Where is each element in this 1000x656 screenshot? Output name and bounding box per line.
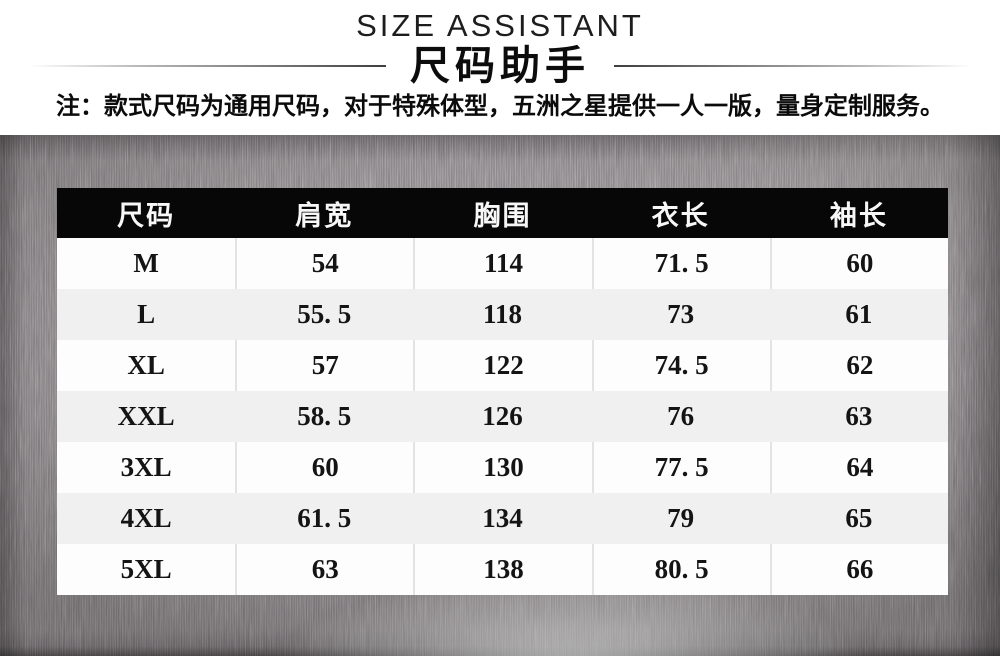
measurement-value: 79 <box>591 493 770 544</box>
left-divider-line <box>28 65 386 67</box>
size-table-head: 尺码 肩宽 胸围 衣长 袖长 <box>57 188 948 238</box>
measurement-value: 130 <box>413 442 592 493</box>
measurement-value: 138 <box>413 544 592 595</box>
brushed-metal-panel: 尺码 肩宽 胸围 衣长 袖长 M 54 114 71. 5 60 L 55. 5 118 73 61 XL 5… <box>0 135 1000 656</box>
column-header-3: 衣长 <box>591 188 770 238</box>
table-row: XXL 58. 5 126 76 63 <box>57 391 948 442</box>
measurement-value: 74. 5 <box>591 340 770 391</box>
measurement-value: 55. 5 <box>235 289 414 340</box>
measurement-value: 64 <box>769 442 948 493</box>
size-table: 尺码 肩宽 胸围 衣长 袖长 M 54 114 71. 5 60 L 55. 5 118 73 61 XL 5… <box>57 188 948 595</box>
measurement-value: 65 <box>769 493 948 544</box>
header-row: 尺码 肩宽 胸围 衣长 袖长 <box>57 188 948 238</box>
measurement-value: 61 <box>769 289 948 340</box>
measurement-value: 57 <box>235 340 414 391</box>
table-row: XL 57 122 74. 5 62 <box>57 340 948 391</box>
column-header-4: 袖长 <box>769 188 948 238</box>
title-chinese-row: 尺码助手 <box>0 44 1000 88</box>
header-section: SIZE ASSISTANT 尺码助手 注：款式尺码为通用尺码，对于特殊体型，五… <box>0 0 1000 135</box>
size-label: 3XL <box>57 442 236 493</box>
measurement-value: 60 <box>769 238 948 289</box>
table-row: 5XL 63 138 80. 5 66 <box>57 544 948 595</box>
measurement-value: 126 <box>413 391 592 442</box>
measurement-value: 76 <box>591 391 770 442</box>
measurement-value: 122 <box>413 340 592 391</box>
table-row: M 54 114 71. 5 60 <box>57 238 948 289</box>
measurement-value: 114 <box>413 238 592 289</box>
table-row: 3XL 60 130 77. 5 64 <box>57 442 948 493</box>
measurement-value: 118 <box>413 289 592 340</box>
measurement-value: 134 <box>413 493 592 544</box>
right-divider-line <box>614 65 972 67</box>
measurement-value: 62 <box>769 340 948 391</box>
size-label: 5XL <box>57 544 236 595</box>
measurement-value: 61. 5 <box>235 493 414 544</box>
measurement-value: 54 <box>235 238 414 289</box>
size-label: XL <box>57 340 236 391</box>
measurement-value: 63 <box>769 391 948 442</box>
title-english: SIZE ASSISTANT <box>356 8 644 43</box>
measurement-value: 63 <box>235 544 414 595</box>
size-label: L <box>57 289 236 340</box>
size-label: 4XL <box>57 493 236 544</box>
measurement-value: 73 <box>591 289 770 340</box>
size-table-body: M 54 114 71. 5 60 L 55. 5 118 73 61 XL 57 122 74. 5 62… <box>57 238 948 595</box>
size-label: XXL <box>57 391 236 442</box>
column-header-1: 肩宽 <box>235 188 414 238</box>
measurement-value: 80. 5 <box>591 544 770 595</box>
measurement-value: 58. 5 <box>235 391 414 442</box>
measurement-value: 77. 5 <box>591 442 770 493</box>
measurement-value: 60 <box>235 442 414 493</box>
measurement-value: 71. 5 <box>591 238 770 289</box>
title-chinese: 尺码助手 <box>410 43 590 88</box>
column-header-size: 尺码 <box>57 188 236 238</box>
table-row: L 55. 5 118 73 61 <box>57 289 948 340</box>
measurement-value: 66 <box>769 544 948 595</box>
table-row: 4XL 61. 5 134 79 65 <box>57 493 948 544</box>
column-header-2: 胸围 <box>413 188 592 238</box>
size-label: M <box>57 238 236 289</box>
custom-tailor-note: 注：款式尺码为通用尺码，对于特殊体型，五洲之星提供一人一版，量身定制服务。 <box>56 94 944 120</box>
